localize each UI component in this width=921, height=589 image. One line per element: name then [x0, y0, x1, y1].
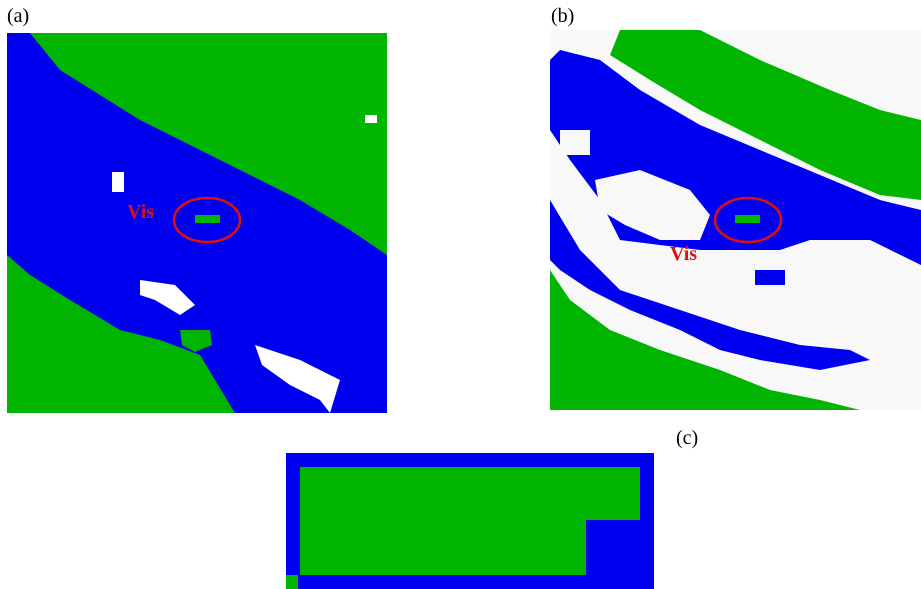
panel-label: (b): [551, 5, 574, 27]
land-patch: [195, 215, 220, 223]
water-patch: [755, 270, 785, 285]
land-patch: [286, 575, 298, 589]
annotation: Vis: [670, 243, 697, 265]
panel-label: (c): [676, 427, 698, 449]
page: Vis (a) Vis (b) (c) (() => { const data …: [0, 0, 921, 589]
land-patch: [735, 215, 760, 223]
panel-c: (c): [286, 427, 698, 589]
panel-b: Vis (b): [550, 5, 921, 410]
annotation: Vis: [127, 201, 154, 223]
panel-label: (a): [7, 5, 29, 27]
panel-a: Vis (a): [7, 5, 387, 413]
figure: Vis (a) Vis (b) (c): [0, 0, 921, 589]
